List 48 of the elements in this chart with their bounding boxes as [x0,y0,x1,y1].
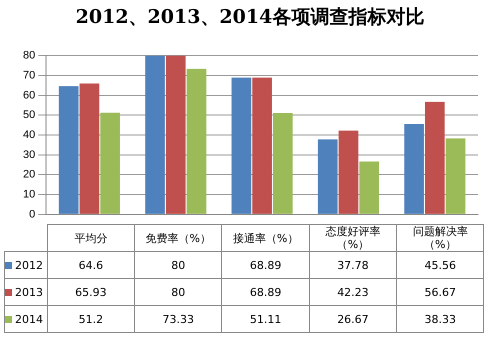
y-tick-label: 80 [22,50,36,62]
data-label: 80 [134,252,222,278]
y-tick-label: 30 [22,148,36,161]
bar [273,112,293,214]
legend-label: 2012 [4,252,48,278]
data-label: 38.33 [396,306,484,332]
data-label: 73.33 [134,306,222,332]
y-tick-label: 70 [22,69,36,82]
chart-title: 2012、2013、2014各项调查指标对比 [74,5,426,30]
data-label: 68.89 [222,252,310,278]
y-tick-label: 0 [29,208,36,220]
x-tick-label: 接通率（%） [222,224,310,252]
data-label: 51.11 [222,306,310,332]
legend-label: 2013 [4,278,48,306]
y-tick-label: 10 [22,188,36,201]
x-tick-label: 态度好评率（%） [309,224,397,252]
data-label: 37.78 [309,252,397,278]
bar [446,138,466,214]
data-label: 45.56 [396,252,484,278]
data-label: 51.2 [47,306,135,332]
bar [338,130,358,214]
data-label: 42.23 [309,278,397,306]
bar [100,112,120,214]
data-label: 68.89 [222,278,310,306]
bar [186,68,206,214]
y-tick-label: 40 [22,129,36,142]
bar [252,78,272,214]
y-tick-label: 50 [22,109,36,122]
bar [166,56,186,214]
bar [80,84,100,214]
data-label: 65.93 [47,278,135,306]
x-tick-label: 免费率（%） [134,224,222,252]
legend-label: 2014 [4,306,48,332]
bar [404,124,424,214]
x-tick-label: 问题解决率（%） [396,224,484,252]
bar [58,86,79,214]
data-label: 80 [134,278,222,306]
x-tick-label: 平均分 [47,224,135,252]
bar [359,161,380,214]
bar [318,139,338,214]
y-tick-label: 60 [22,89,36,102]
bar [424,102,445,214]
data-label: 56.67 [396,278,484,306]
bar [145,56,165,214]
data-label: 64.6 [47,252,135,278]
bar [232,78,252,214]
data-label: 26.67 [309,306,397,332]
y-tick-label: 20 [22,168,36,181]
